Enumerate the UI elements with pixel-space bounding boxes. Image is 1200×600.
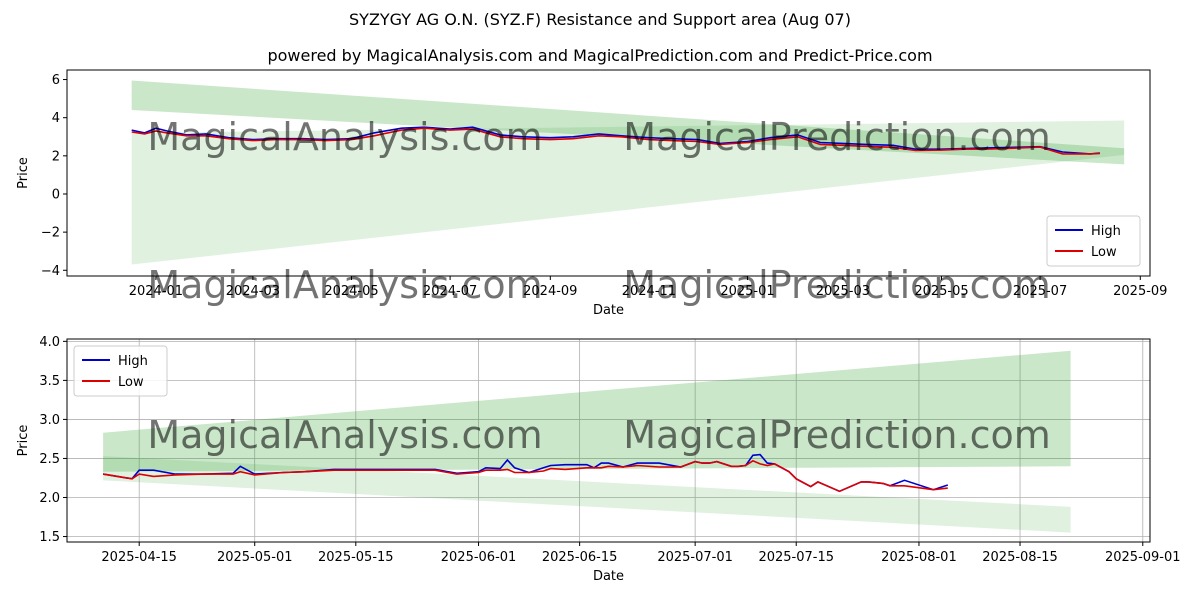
x-tick-label: 2025-07-01	[657, 550, 733, 565]
x-tick-label: 2025-07	[1013, 284, 1067, 299]
x-tick-label: 2024-01	[129, 284, 183, 299]
legend-box	[1046, 215, 1141, 267]
watermark-text: MagicalAnalysis.com	[147, 263, 542, 307]
chart-1: 2024-01 2024-03 2024-05 2024-07 2024-09 2024-…	[16, 69, 1167, 318]
chart-title: SYZYGY AG O.N. (SYZ.F) Resistance and Su…	[349, 10, 851, 29]
plot-area	[102, 350, 1071, 533]
series-line-high	[131, 126, 1100, 155]
legend-label-low: Low	[1091, 245, 1117, 260]
legend: High Low	[73, 345, 168, 397]
x-tick-label: 2024-03	[226, 284, 280, 299]
y-tick-label: 4	[52, 111, 60, 126]
x-tick-label: 2025-08-15	[982, 550, 1058, 565]
legend-label-low: Low	[118, 375, 144, 390]
legend-box	[73, 345, 168, 397]
legend-label-high: High	[118, 354, 148, 369]
x-tick-label: 2025-03	[816, 284, 870, 299]
y-axis-label: Price	[16, 425, 31, 457]
y-tick-label: 2.0	[39, 491, 60, 506]
y-tick-label: 3.0	[39, 413, 60, 428]
x-tick-label: 2025-05-15	[318, 550, 394, 565]
x-tick-label: 2024-05	[324, 284, 378, 299]
chart-2: 2025-04-15 2025-05-01 2025-05-15 2025-06-01…	[16, 335, 1181, 584]
resistance-band	[131, 80, 1125, 165]
y-tick-label: 4.0	[39, 335, 60, 350]
x-tick-label: 2025-08-01	[881, 550, 957, 565]
watermark-text: MagicalPrediction.com	[623, 263, 1051, 307]
legend: High Low	[1046, 215, 1141, 267]
y-tick-label: −2	[41, 226, 60, 241]
series-line-low	[131, 127, 1100, 155]
series-line-low	[102, 459, 948, 493]
x-tick-label: 2024-11	[622, 284, 676, 299]
plot-frame	[66, 338, 1151, 543]
y-tick-label: 3.5	[39, 374, 60, 389]
watermark-text: MagicalAnalysis.com	[147, 413, 542, 457]
x-tick-label: 2025-05	[914, 284, 968, 299]
x-axis-label: Date	[593, 303, 624, 318]
plot-frame	[66, 69, 1151, 277]
y-tick-label: 1.5	[39, 530, 60, 545]
y-axis-label: Price	[16, 157, 31, 189]
support-band	[103, 456, 1071, 533]
x-tick-label: 2024-09	[523, 284, 577, 299]
x-tick-label: 2025-09-01	[1105, 550, 1181, 565]
legend-label-high: High	[1091, 224, 1121, 239]
x-tick-label: 2025-04-15	[101, 550, 177, 565]
y-tick-label: −4	[41, 264, 60, 279]
x-tick-label: 2025-07-15	[758, 550, 834, 565]
x-tick-label: 2024-07	[423, 284, 477, 299]
x-axis-label: Date	[593, 569, 624, 584]
watermark-text: MagicalPrediction.com	[623, 115, 1051, 159]
y-tick-label: 2.5	[39, 452, 60, 467]
y-tick-label: 0	[52, 187, 60, 202]
y-tick-label: 6	[52, 73, 60, 88]
watermark-text: MagicalAnalysis.com	[147, 115, 542, 159]
x-tick-label: 2025-06-01	[441, 550, 517, 565]
support-band	[131, 120, 1125, 265]
watermark-text: MagicalPrediction.com	[623, 413, 1051, 457]
x-tick-label: 2025-05-01	[217, 550, 293, 565]
y-tick-label: 2	[52, 149, 60, 164]
x-tick-label: 2025-01	[720, 284, 774, 299]
plot-area	[131, 80, 1125, 265]
chart-subtitle: powered by MagicalAnalysis.com and Magic…	[267, 46, 933, 65]
x-tick-label: 2025-09	[1113, 284, 1167, 299]
x-tick-label: 2025-06-15	[542, 550, 618, 565]
resistance-band	[103, 350, 1071, 472]
